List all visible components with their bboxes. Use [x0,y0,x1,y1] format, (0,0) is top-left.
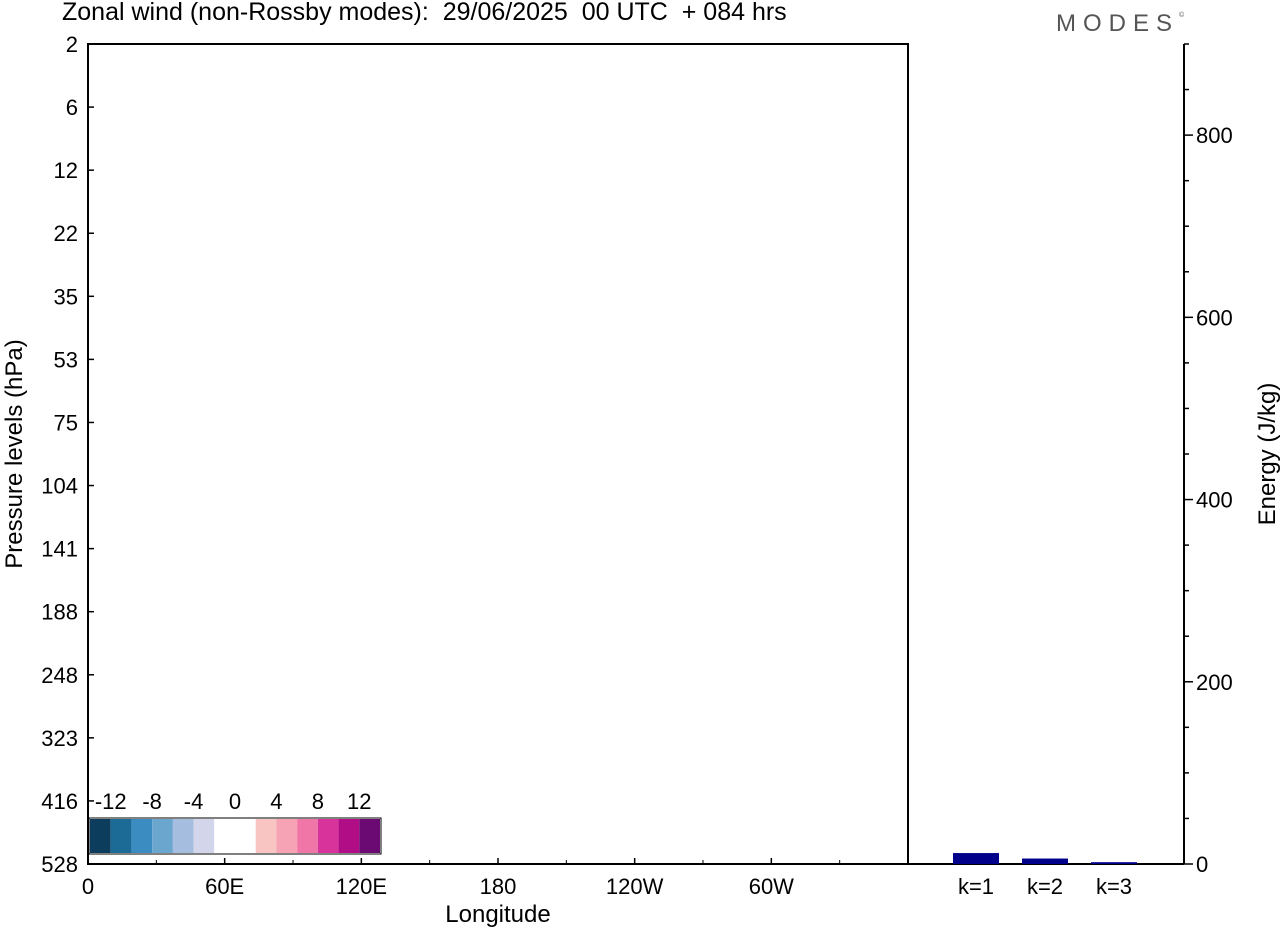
colorbar-swatch-2 [131,819,153,853]
heatmap-field [88,44,908,823]
energy-tick-label-0: 0 [1196,852,1208,877]
field-feature-17-band-1 [172,142,255,199]
energy-bar-k=3 [1091,862,1137,864]
field-feature-4-band-1 [92,457,175,514]
field-feature-12-band-1 [821,67,908,148]
y-tick-label-35: 35 [54,284,78,309]
colorbar-swatch-10 [297,819,318,853]
colorbar-swatch-11 [317,819,339,853]
logo-text: MODES [1056,10,1180,37]
x-axis-title: Longitude [445,901,550,928]
field-feature-2-band-1 [215,577,316,646]
colorbar-tick-label-4: 4 [270,789,282,814]
y-tick-label-248: 248 [41,663,78,688]
colorbar: -12 -8 -4 0 4 8 12 [88,789,382,855]
energy-tick-label-400: 400 [1196,488,1233,513]
field-feature-16-band-1 [406,79,489,136]
energy-bar-k=1 [953,853,999,864]
colorbar-swatch-7 [235,819,256,853]
x-tick-label-60E: 60E [205,874,244,899]
x-tick-label-120W: 120W [606,874,664,899]
colorbar-tick-label-6: 12 [347,789,371,814]
logo-mark: © [1179,12,1185,19]
field-feature-5-band-1 [379,514,480,583]
x-tick-label-0: 0 [82,874,94,899]
energy-category-label-k=3: k=3 [1096,874,1132,899]
field-feature-18-band-1 [199,400,264,445]
field-feature-7-band-1 [520,457,603,514]
field-feature-0-band-1 [88,508,175,589]
field-feature-19-band-1 [830,211,895,256]
colorbar-tick-label-0: -12 [95,789,127,814]
field-feature-14-band-1 [639,79,722,136]
field-feature-15-band-1 [263,44,382,84]
chart-title: Zonal wind (non-Rossby modes): 29/06/202… [62,0,787,26]
colorbar-swatch-1 [110,819,132,853]
colorbar-swatch-4 [172,819,194,853]
y-tick-label-53: 53 [54,347,78,372]
colorbar-swatch-13 [359,819,380,853]
colorbar-tick-label-2: -4 [184,789,204,814]
colorbar-tick-label-3: 0 [229,789,241,814]
y-tick-label-323: 323 [41,726,78,751]
energy-tick-label-200: 200 [1196,670,1233,695]
y-tick-label-416: 416 [41,789,78,814]
y-axis-title: Pressure levels (hPa) [1,339,28,568]
field-feature-6-band-1 [443,571,562,652]
x-tick-label-120E: 120E [336,874,387,899]
x-tick-label-60W: 60W [749,874,794,899]
colorbar-swatch-6 [214,819,235,853]
y-tick-label-188: 188 [41,600,78,625]
colorbar-swatch-8 [255,819,277,853]
colorbar-tick-label-5: 8 [312,789,324,814]
energy-panel: 0 200 400 600 800 Energy (J/kg) k=1 k=2 k=3 [908,43,1280,899]
y-tick-label-104: 104 [41,474,78,499]
colorbar-swatch-12 [338,819,360,853]
energy-tick-label-800: 800 [1196,123,1233,148]
energy-category-label-k=1: k=1 [958,874,994,899]
energy-tick-label-600: 600 [1196,305,1233,330]
colorbar-swatch-3 [152,819,173,853]
y-tick-label-2: 2 [66,32,78,57]
colorbar-swatch-5 [193,819,215,853]
y-tick-label-22: 22 [54,221,78,246]
field-feature-3-band-1 [236,514,337,583]
y-tick-label-12: 12 [54,158,78,183]
y-tick-label-141: 141 [41,537,78,562]
field-feature-8-band-1 [602,589,667,634]
energy-category-label-k=2: k=2 [1027,874,1063,899]
colorbar-swatch-9 [276,819,298,853]
field-feature-11-band-1 [794,457,877,514]
field-blobs [88,44,908,823]
colorbar-swatch-0 [90,819,111,853]
y-tick-label-528: 528 [41,852,78,877]
y-tick-label-6: 6 [66,95,78,120]
field-feature-9-band-1 [707,589,772,634]
energy-axis-title: Energy (J/kg) [1254,383,1280,526]
y-tick-label-75: 75 [54,410,78,435]
x-tick-label-180: 180 [480,874,517,899]
field-feature-10-band-1 [402,784,449,817]
colorbar-tick-label-1: -8 [142,789,162,814]
energy-bar-k=2 [1022,858,1068,864]
field-feature-20-band-1 [739,778,804,823]
modes-logo: MODES© [1056,10,1184,38]
